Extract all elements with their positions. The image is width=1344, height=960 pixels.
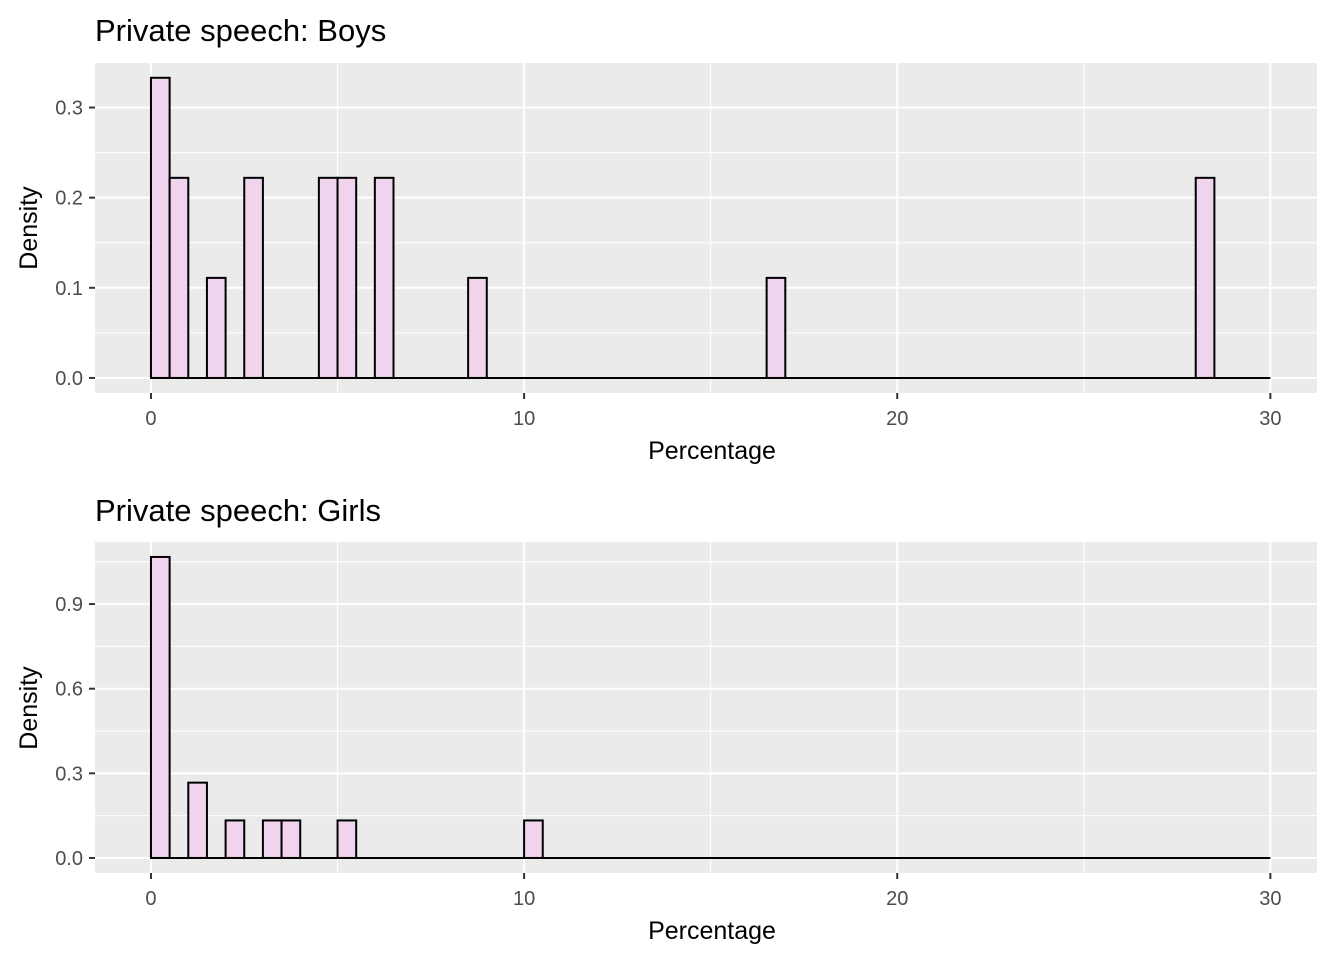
histogram-bar xyxy=(317,176,339,379)
x-axis: 0 10 20 30 xyxy=(145,873,1281,910)
y-tick-label: 0.2 xyxy=(55,188,83,210)
y-tick-label: 0.3 xyxy=(55,763,83,785)
histogram-bar xyxy=(261,819,283,859)
x-tick-label: 20 xyxy=(886,408,908,430)
x-tick-label: 10 xyxy=(513,888,535,910)
histogram-bar xyxy=(336,176,358,379)
y-tick-label: 0.3 xyxy=(55,98,83,120)
x-axis-title: Percentage xyxy=(648,917,776,945)
histogram-bar xyxy=(336,819,358,859)
histogram-bar xyxy=(187,781,208,859)
histogram-bar xyxy=(1194,176,1216,379)
plot-panel xyxy=(95,542,1317,873)
y-tick-label: 0.6 xyxy=(55,679,83,701)
x-tick-label: 0 xyxy=(145,408,156,430)
histogram-bar xyxy=(149,555,171,859)
chart-girls: Private speech: Girls 0.0 0.3 0.6 0.9 0 10 20… xyxy=(15,493,1317,945)
y-tick-label: 0.0 xyxy=(55,848,83,870)
histogram-bar xyxy=(467,276,488,379)
x-tick-label: 0 xyxy=(145,888,156,910)
y-axis: 0.0 0.1 0.2 0.3 xyxy=(55,98,95,390)
x-tick-label: 30 xyxy=(1259,888,1281,910)
chart-title: Private speech: Boys xyxy=(95,13,386,48)
histogram-bar xyxy=(765,276,787,379)
y-axis-title: Density xyxy=(15,186,43,270)
y-tick-label: 0.9 xyxy=(55,594,83,616)
histogram-bar xyxy=(373,176,395,379)
histogram-bar xyxy=(168,176,190,379)
chart-boys: Private speech: Boys 0.0 0.1 0.2 0.3 0 10 20 3… xyxy=(15,13,1317,465)
histogram-bar xyxy=(280,819,302,859)
y-axis: 0.0 0.3 0.6 0.9 xyxy=(55,594,95,870)
y-tick-label: 0.0 xyxy=(55,368,83,390)
x-tick-label: 20 xyxy=(886,888,908,910)
histogram-bar xyxy=(523,819,544,859)
histogram-bar xyxy=(149,76,171,379)
y-tick-label: 0.1 xyxy=(55,278,83,300)
x-tick-label: 30 xyxy=(1259,408,1281,430)
histogram-bar xyxy=(224,819,246,859)
x-axis: 0 10 20 30 xyxy=(145,393,1281,430)
x-tick-label: 10 xyxy=(513,408,535,430)
histogram-bar xyxy=(205,276,227,379)
histogram-bar xyxy=(243,176,264,379)
plot-panel xyxy=(95,62,1317,393)
chart-title: Private speech: Girls xyxy=(95,493,381,528)
x-axis-title: Percentage xyxy=(648,437,776,465)
y-axis-title: Density xyxy=(15,666,43,750)
histogram-bars xyxy=(149,555,544,859)
